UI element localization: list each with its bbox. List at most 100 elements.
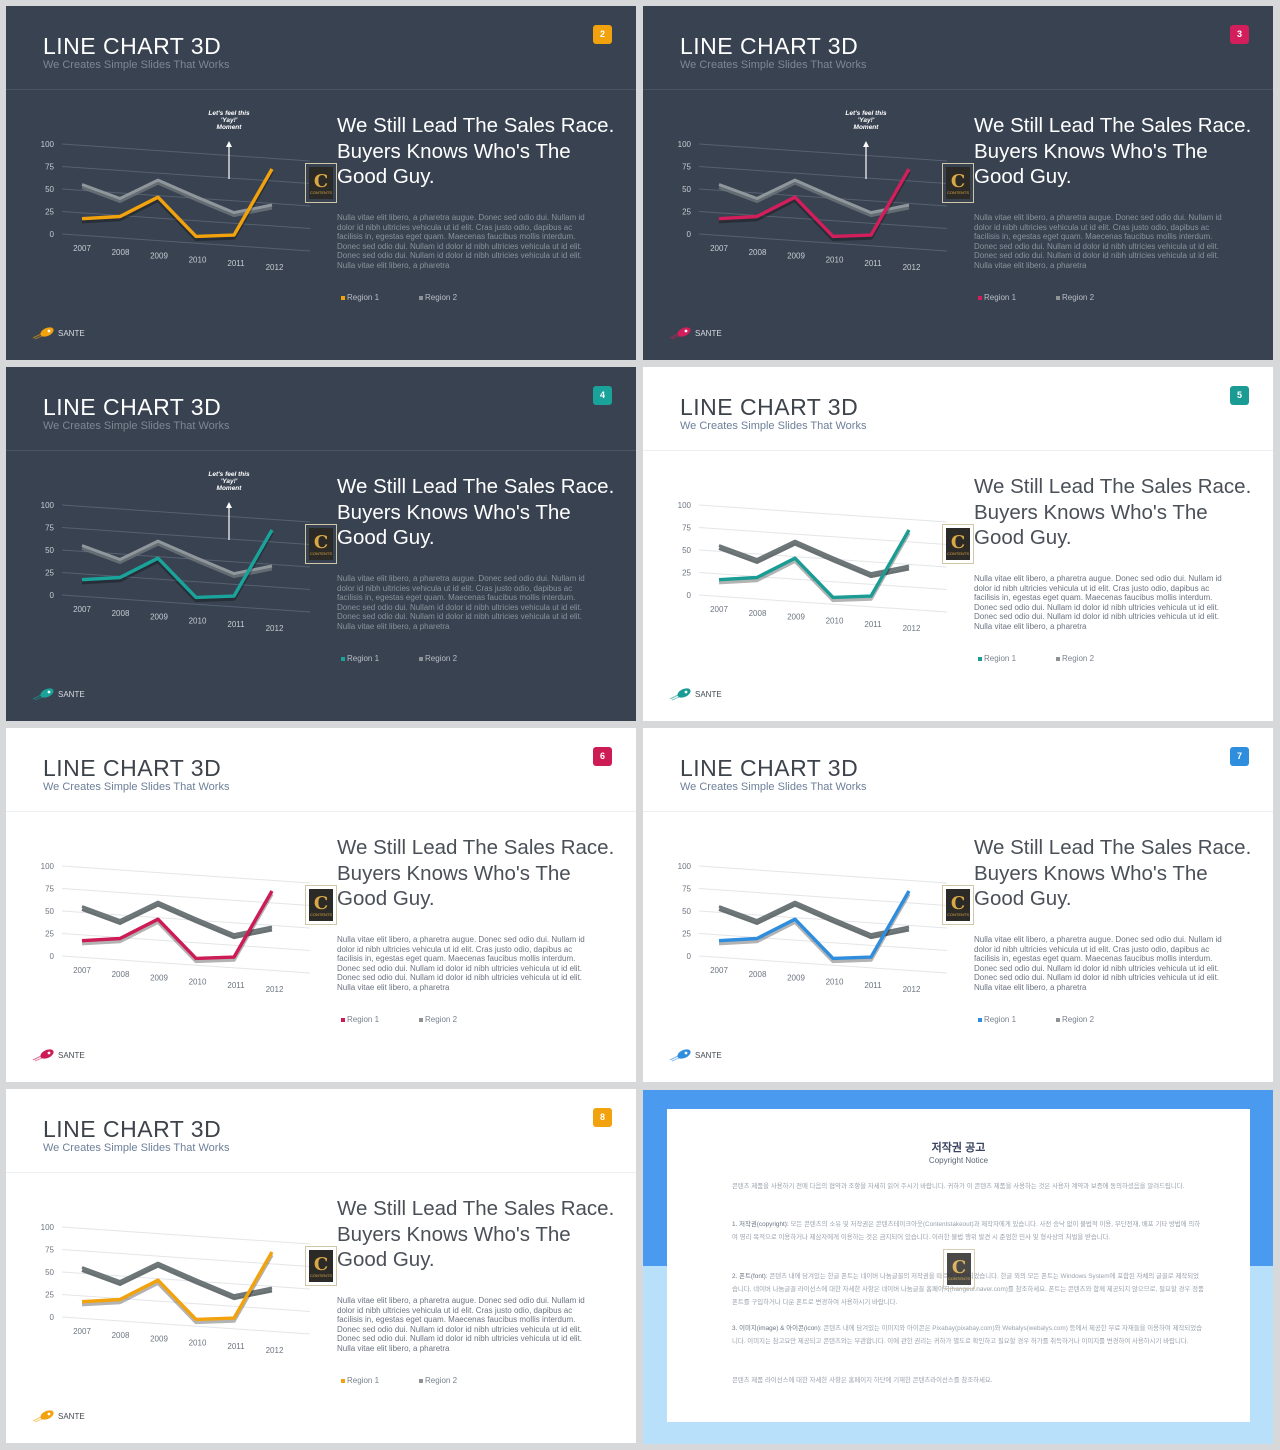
slide-body-text: Nulla vitae elit libero, a pharetra augu… <box>974 935 1222 992</box>
section-heading: 2. 폰트(font): <box>732 1273 768 1280</box>
x-tick-label: 2012 <box>266 263 284 271</box>
legend-item-region-1: Region 1 <box>978 293 1016 302</box>
legend-item-region-1: Region 1 <box>978 654 1016 663</box>
seal-frame <box>942 524 974 564</box>
legend-swatch <box>341 1017 345 1022</box>
rocket-icon <box>32 1410 54 1423</box>
slide-thumbnail[interactable]: LINE CHART 3D We Creates Simple Slides T… <box>6 728 636 1082</box>
y-tick-label: 75 <box>45 163 54 172</box>
slide-thumbnail[interactable]: LINE CHART 3D We Creates Simple Slides T… <box>643 6 1273 360</box>
copyright-card: 저작권 공고 Copyright Notice 콘텐츠 제품을 사용하기 전에 … <box>667 1109 1250 1422</box>
region-1-line <box>718 529 911 600</box>
headline-line: Buyers Knows Who's The <box>337 861 571 885</box>
callout-text: Moment <box>854 124 880 131</box>
callout-arrowhead <box>863 141 869 147</box>
x-tick-label: 2009 <box>150 613 168 622</box>
header-divider <box>6 450 636 451</box>
slide-thumbnail[interactable]: LINE CHART 3D We Creates Simple Slides T… <box>643 728 1273 1082</box>
seal-letter: C <box>952 1257 966 1278</box>
y-tick-label: 100 <box>41 1223 55 1232</box>
gridline <box>61 143 311 162</box>
sante-logo: SANTE <box>32 687 85 701</box>
slide-subtitle: We Creates Simple Slides That Works <box>680 420 867 432</box>
slide-body-text: Nulla vitae elit libero, a pharetra augu… <box>337 213 585 270</box>
callout-text: 'Yay!' <box>221 117 238 124</box>
y-tick-label: 0 <box>687 591 692 600</box>
section-heading: 3. 이미지(image) & 아이콘(icon): <box>732 1325 822 1332</box>
seal-word: CONTENTS <box>947 912 969 917</box>
y-tick-label: 25 <box>45 930 54 939</box>
slide-thumbnail[interactable]: LINE CHART 3D We Creates Simple Slides T… <box>643 367 1273 721</box>
seal-plate <box>309 528 333 560</box>
y-tick-label: 0 <box>687 952 692 961</box>
copyright-slide[interactable]: 저작권 공고 Copyright Notice 콘텐츠 제품을 사용하기 전에 … <box>643 1090 1273 1444</box>
slide-thumbnail[interactable]: LINE CHART 3D We Creates Simple Slides T… <box>6 6 636 360</box>
x-tick-label: 2008 <box>749 970 767 979</box>
slide-subtitle: We Creates Simple Slides That Works <box>43 1142 230 1154</box>
x-tick-label: 2008 <box>749 609 767 618</box>
x-tick-label: 2009 <box>787 613 805 622</box>
region-2-shade <box>81 181 273 218</box>
gridline <box>61 955 311 974</box>
chart-legend: Region 1 Region 2 <box>978 654 1094 663</box>
headline-line: We Still Lead The Sales Race. <box>974 836 1252 859</box>
legend-swatch <box>419 295 424 300</box>
y-tick-label: 25 <box>45 569 54 578</box>
y-tick-label: 75 <box>682 885 691 894</box>
x-tick-label: 2012 <box>266 1346 284 1354</box>
sante-logo: SANTE <box>32 1409 85 1423</box>
legend-swatch <box>1056 1017 1061 1022</box>
region-2-shade <box>81 542 273 579</box>
legend-item-region-1: Region 1 <box>341 1376 379 1385</box>
legend-label: Region 2 <box>1062 654 1095 663</box>
region-1-shade <box>81 893 274 964</box>
slide-thumbnail[interactable]: LINE CHART 3D We Creates Simple Slides T… <box>6 1089 636 1443</box>
rocket-icon <box>32 327 54 340</box>
x-tick-label: 2011 <box>227 620 245 629</box>
legend-item-region-2: Region 2 <box>1056 1015 1094 1024</box>
rocket-trail <box>32 333 42 339</box>
headline-line: We Still Lead The Sales Race. <box>337 114 615 137</box>
x-tick-label: 2007 <box>710 605 728 614</box>
region-2-line <box>718 900 910 937</box>
y-tick-label: 75 <box>682 524 691 533</box>
gridline <box>61 166 311 184</box>
slide-thumbnail[interactable]: LINE CHART 3D We Creates Simple Slides T… <box>6 367 636 721</box>
y-tick-label: 0 <box>687 230 692 239</box>
x-tick-label: 2008 <box>749 248 767 257</box>
slide-headline: We Still Lead The Sales Race. Buyers Kno… <box>337 474 622 551</box>
copyright-outro: 콘텐츠 제품 라이선스에 대한 자세한 사항은 홈페이지 하단에 기재한 콘텐츠… <box>732 1377 993 1384</box>
slide-headline: We Still Lead The Sales Race. Buyers Kno… <box>974 474 1259 551</box>
seal-word: CONTENTS <box>310 551 332 556</box>
slide-title: LINE CHART 3D <box>680 755 859 781</box>
rocket-window <box>47 1412 51 1416</box>
section-heading: 1. 저작권(copyright): <box>732 1221 789 1228</box>
x-tick-label: 2009 <box>787 252 805 261</box>
slide-subtitle: We Creates Simple Slides That Works <box>43 59 230 71</box>
legend-item-region-2: Region 2 <box>1056 293 1094 302</box>
rocket-trail <box>671 1057 680 1062</box>
copyright-section-3: 3. 이미지(image) & 아이콘(icon): 콘텐츠 내에 담겨있는 이… <box>732 1322 1204 1348</box>
rocket-window <box>684 329 688 333</box>
legend-item-region-2: Region 2 <box>419 654 457 663</box>
legend-swatch <box>978 656 982 661</box>
logo-text: SANTE <box>58 1050 85 1060</box>
legend-item-region-1: Region 1 <box>978 1015 1016 1024</box>
x-tick-label: 2011 <box>864 620 882 629</box>
region-1-shade <box>81 1254 274 1325</box>
headline-line: Good Guy. <box>974 526 1072 549</box>
y-tick-label: 100 <box>41 862 55 871</box>
slide-headline: We Still Lead The Sales Race. Buyers Kno… <box>337 113 622 190</box>
header-divider <box>6 811 636 812</box>
slide-headline: We Still Lead The Sales Race. Buyers Kno… <box>974 835 1259 912</box>
rocket-trail <box>671 696 680 701</box>
slide-body-text: Nulla vitae elit libero, a pharetra augu… <box>337 935 585 992</box>
region-2-shade <box>718 181 910 218</box>
chart-legend: Region 1 Region 2 <box>341 654 457 663</box>
seal-plate <box>947 1253 971 1285</box>
gridline <box>698 865 948 884</box>
legend-label: Region 1 <box>984 654 1017 663</box>
y-tick-label: 100 <box>41 501 55 510</box>
